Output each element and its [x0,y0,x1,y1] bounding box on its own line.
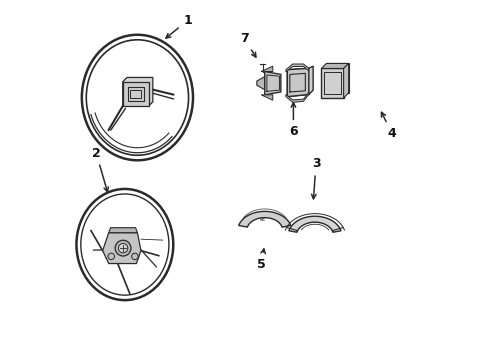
Text: 7: 7 [240,32,256,57]
Text: 4: 4 [382,112,396,140]
Polygon shape [286,92,309,102]
Polygon shape [287,66,313,96]
Polygon shape [326,63,349,93]
Text: 1: 1 [166,14,192,38]
Text: 6: 6 [289,103,298,138]
Polygon shape [343,63,349,98]
Circle shape [108,253,115,260]
Text: 5: 5 [257,249,266,271]
Polygon shape [109,228,137,233]
Polygon shape [102,233,141,264]
Circle shape [115,240,131,256]
Polygon shape [257,77,265,90]
Circle shape [132,253,138,260]
Polygon shape [321,63,349,68]
Polygon shape [289,216,341,232]
Polygon shape [239,211,291,227]
Polygon shape [286,64,309,72]
Text: 2: 2 [92,147,108,192]
Polygon shape [261,95,273,100]
Text: 3: 3 [312,157,320,199]
Polygon shape [287,68,309,96]
Circle shape [119,243,128,253]
Polygon shape [265,72,281,95]
Text: ec: ec [260,217,266,222]
Polygon shape [321,68,343,98]
Polygon shape [261,66,273,72]
Polygon shape [122,77,153,106]
Polygon shape [122,82,148,106]
